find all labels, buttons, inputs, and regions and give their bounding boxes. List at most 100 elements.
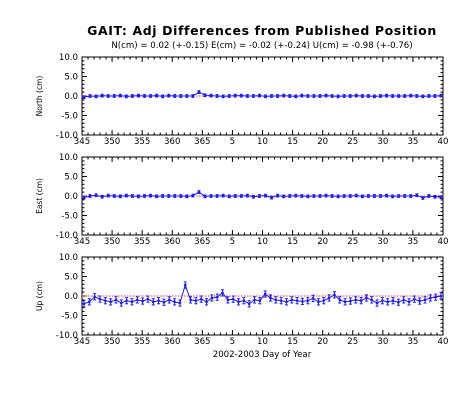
north-data-point — [367, 94, 370, 98]
north-y-tick-label: -10.0 — [56, 131, 78, 141]
up-data-point — [125, 299, 128, 302]
up-data-point — [178, 301, 182, 305]
up-data-point — [349, 299, 352, 303]
east-data-point — [143, 194, 146, 198]
east-data-point — [385, 194, 388, 197]
east-data-point — [270, 196, 273, 199]
north-data-point — [348, 94, 352, 98]
north-data-point — [415, 94, 419, 98]
up-data-point — [258, 299, 262, 302]
up-data-point — [130, 300, 134, 304]
up-data-point — [301, 300, 304, 303]
north-data-point — [252, 94, 255, 98]
north-x-tick-label: 345 — [74, 137, 90, 147]
east-data-point — [312, 194, 316, 198]
up-x-tick-label: 360 — [164, 337, 180, 347]
north-data-point — [131, 94, 134, 98]
east-x-tick-label: 35 — [407, 237, 418, 247]
up-data-point — [407, 300, 411, 304]
north-data-point — [397, 94, 400, 98]
up-data-point — [285, 300, 288, 304]
east-y-tick-label: 10.0 — [59, 153, 78, 163]
north-data-point — [233, 94, 237, 97]
east-data-point — [233, 194, 237, 198]
north-y-tick-label: 5.0 — [64, 73, 78, 83]
east-data-point — [361, 195, 364, 198]
up-x-tick-label: 25 — [347, 337, 358, 347]
up-data-point — [269, 296, 272, 300]
up-data-point — [338, 298, 342, 302]
east-data-point — [421, 196, 425, 200]
north-data-point — [137, 94, 140, 97]
up-data-point — [333, 293, 336, 297]
up-data-point — [226, 298, 230, 302]
up-y-tick-label: 0.0 — [64, 292, 78, 302]
north-data-point — [439, 94, 443, 97]
up-data-point — [167, 298, 171, 302]
north-data-point — [161, 95, 164, 98]
north-data-point — [403, 94, 406, 98]
up-data-point — [173, 300, 176, 304]
north-x-tick-label: 360 — [164, 137, 180, 147]
east-data-point — [252, 195, 255, 199]
up-data-point — [215, 295, 219, 299]
east-data-point — [330, 194, 334, 198]
north-data-point — [119, 94, 122, 97]
north-data-point — [155, 94, 158, 97]
north-data-point — [88, 94, 92, 98]
up-data-point — [242, 299, 246, 302]
up-x-tick-label: 350 — [104, 337, 120, 347]
north-data-point — [185, 94, 189, 98]
up-data-point — [397, 300, 400, 304]
east-data-point — [367, 194, 370, 198]
east-data-point — [106, 194, 110, 197]
up-data-point — [194, 299, 198, 302]
east-data-point — [112, 194, 116, 198]
up-x-tick-label: 5 — [230, 337, 235, 347]
up-data-point — [141, 299, 144, 303]
up-data-point — [439, 294, 443, 298]
north-data-point — [324, 94, 328, 97]
up-x-tick-label: 365 — [194, 337, 210, 347]
north-data-point — [336, 95, 340, 98]
east-data-point — [173, 194, 177, 198]
east-y-tick-label: -5.0 — [61, 212, 78, 222]
east-data-point — [276, 194, 279, 197]
east-data-point — [119, 195, 122, 198]
east-data-point — [354, 194, 358, 197]
north-data-point — [125, 95, 128, 98]
north-y-tick-label: -5.0 — [61, 112, 78, 122]
north-data-point — [179, 94, 183, 98]
up-data-point — [375, 301, 379, 305]
up-data-point — [402, 298, 406, 302]
north-x-tick-label: 25 — [347, 137, 358, 147]
up-data-point — [157, 299, 160, 302]
east-x-tick-label: 355 — [134, 237, 150, 247]
east-y-tick-label: 5.0 — [64, 173, 78, 183]
east-data-point — [246, 194, 249, 197]
up-data-point — [151, 300, 155, 304]
up-x-tick-label: 30 — [377, 337, 388, 347]
east-x-tick-label: 40 — [438, 237, 449, 247]
north-data-point — [258, 94, 261, 97]
east-data-point — [197, 190, 201, 194]
north-x-tick-label: 15 — [287, 137, 298, 147]
up-y-tick-label: 5.0 — [64, 273, 78, 283]
east-data-point — [373, 194, 376, 198]
east-data-point — [221, 194, 225, 197]
up-data-point — [221, 291, 224, 295]
x-axis-label: 2002-2003 Day of Year — [213, 350, 312, 360]
up-y-tick-label: -5.0 — [61, 312, 78, 322]
north-data-point — [100, 94, 104, 97]
up-data-point — [327, 296, 331, 300]
east-x-tick-label: 20 — [317, 237, 328, 247]
east-data-point — [300, 194, 304, 198]
north-data-point — [409, 94, 413, 97]
north-data-point — [270, 94, 273, 98]
north-data-point — [112, 94, 116, 98]
up-y-axis-label: Up (cm) — [35, 281, 44, 311]
up-data-point — [386, 300, 390, 304]
up-data-point — [381, 299, 384, 302]
east-data-point — [282, 195, 285, 198]
